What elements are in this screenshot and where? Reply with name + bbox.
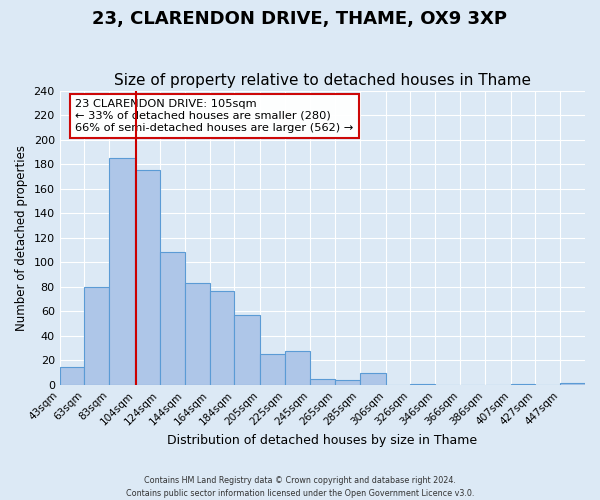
Bar (59, 366, 85, 385)
Text: 23, CLARENDON DRIVE, THAME, OX9 3XP: 23, CLARENDON DRIVE, THAME, OX9 3XP (92, 10, 508, 28)
Bar (185, 283, 209, 385)
Y-axis label: Number of detached properties: Number of detached properties (15, 145, 28, 331)
X-axis label: Distribution of detached houses by size in Thame: Distribution of detached houses by size … (167, 434, 478, 446)
Bar (335, 380, 359, 385)
Text: 23 CLARENDON DRIVE: 105sqm
← 33% of detached houses are smaller (280)
66% of sem: 23 CLARENDON DRIVE: 105sqm ← 33% of deta… (76, 100, 353, 132)
Bar (310, 379, 335, 385)
Bar (109, 158, 135, 385)
Bar (160, 252, 185, 385)
Bar (209, 290, 235, 385)
Bar (359, 372, 386, 385)
Bar (410, 384, 435, 385)
Bar (260, 354, 285, 385)
Bar (285, 350, 310, 385)
Title: Size of property relative to detached houses in Thame: Size of property relative to detached ho… (114, 73, 531, 88)
Bar (511, 384, 535, 385)
Text: Contains HM Land Registry data © Crown copyright and database right 2024.
Contai: Contains HM Land Registry data © Crown c… (126, 476, 474, 498)
Bar (235, 315, 260, 385)
Bar (85, 287, 109, 385)
Bar (135, 170, 160, 385)
Bar (560, 382, 585, 385)
